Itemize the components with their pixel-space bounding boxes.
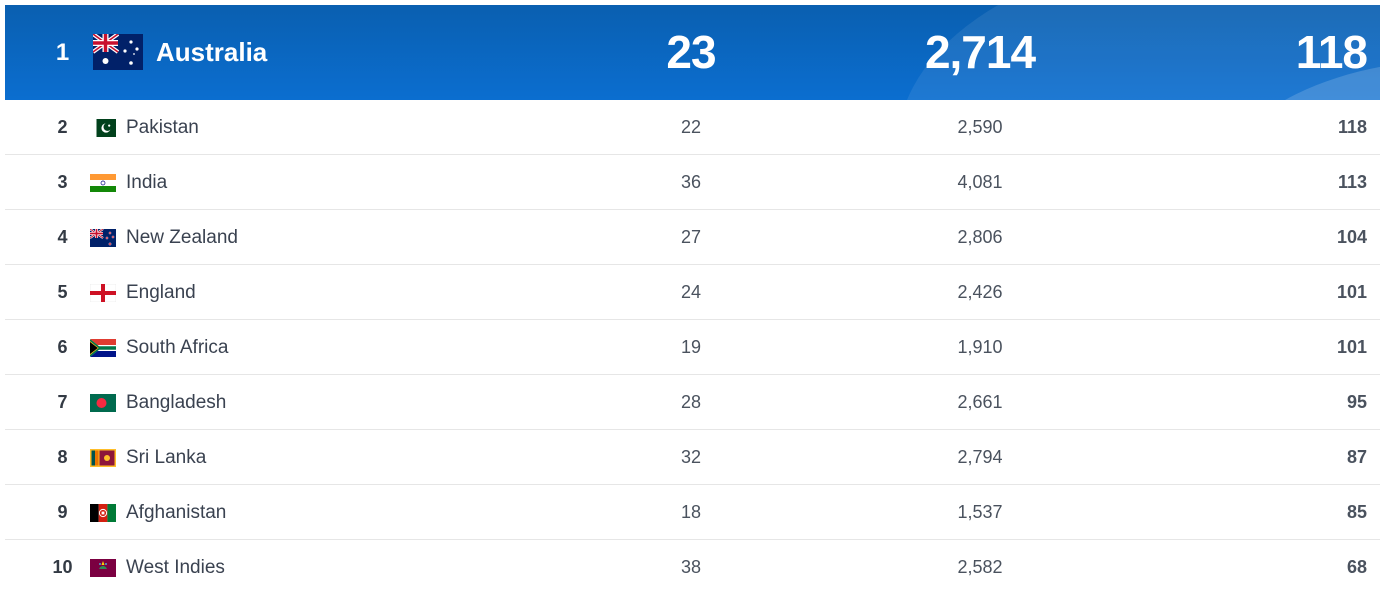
rank-position: 2 [57, 117, 68, 137]
matches-value: 23 [666, 26, 716, 78]
matches-value: 18 [680, 502, 702, 522]
rating-value: 118 [1295, 26, 1368, 78]
table-row[interactable]: 2 Pakistan 22 2,590 118 [5, 100, 1380, 155]
team-name[interactable]: West Indies [126, 557, 225, 578]
rating-value: 113 [1337, 172, 1367, 192]
table-row[interactable]: 8 Sri Lanka 32 2,794 87 [5, 430, 1380, 485]
pakistan-flag-icon [90, 119, 116, 137]
rating-value: 85 [1346, 502, 1367, 522]
rating-value: 95 [1346, 392, 1367, 412]
team-name[interactable]: India [126, 172, 168, 193]
rank-position: 7 [57, 392, 68, 412]
england-flag-icon [90, 284, 116, 302]
rank-position: 3 [57, 172, 68, 192]
matches-value: 24 [680, 282, 702, 302]
india-flag-icon [90, 174, 116, 192]
team-name[interactable]: Sri Lanka [126, 447, 207, 468]
rating-value: 101 [1336, 282, 1367, 302]
matches-value: 27 [680, 227, 702, 247]
table-row-top[interactable]: 1 Australia [5, 5, 1380, 100]
matches-value: 36 [680, 172, 702, 192]
points-value: 1,537 [957, 502, 1003, 522]
australia-flag-icon [93, 34, 143, 70]
team-name[interactable]: South Africa [126, 337, 229, 358]
team-name[interactable]: England [126, 282, 196, 303]
rank-position: 9 [57, 502, 68, 522]
matches-value: 22 [680, 117, 702, 137]
new-zealand-flag-icon [90, 229, 116, 247]
rating-value: 87 [1346, 447, 1367, 467]
matches-value: 19 [680, 337, 702, 357]
rank-position: 1 [55, 39, 70, 66]
table-row[interactable]: 4 New Zealand 27 2,806 104 [5, 210, 1380, 265]
team-name[interactable]: Australia [156, 37, 268, 67]
points-value: 2,794 [957, 447, 1003, 467]
bangladesh-flag-icon [90, 394, 116, 412]
matches-value: 38 [680, 557, 702, 577]
points-value: 2,714 [924, 26, 1036, 78]
points-value: 2,426 [957, 282, 1003, 302]
header-decoration [898, 5, 1380, 100]
table-row[interactable]: 5 England 24 2,426 101 [5, 265, 1380, 320]
matches-value: 32 [680, 447, 702, 467]
points-value: 1,910 [957, 337, 1003, 357]
west-indies-flag-icon [90, 559, 116, 577]
rank-position: 5 [57, 282, 68, 302]
matches-value: 28 [680, 392, 702, 412]
table-row[interactable]: 9 Afghanistan 18 1,537 85 [5, 485, 1380, 540]
rank-position: 6 [57, 337, 68, 357]
table-row[interactable]: 6 South Africa 19 1,910 101 [5, 320, 1380, 375]
team-name[interactable]: New Zealand [126, 227, 238, 248]
table-row[interactable]: 7 Bangladesh 28 2,661 95 [5, 375, 1380, 430]
table-row[interactable]: 3 India 36 4,081 113 [5, 155, 1380, 210]
points-value: 2,806 [957, 227, 1003, 247]
points-value: 2,582 [957, 557, 1003, 577]
rank-position: 10 [52, 557, 73, 577]
table-row[interactable]: 10 West Indies 38 2,582 68 [5, 540, 1380, 593]
team-name[interactable]: Afghanistan [126, 502, 227, 523]
sri-lanka-flag-icon [90, 449, 116, 467]
team-name[interactable]: Pakistan [126, 117, 199, 138]
rating-value: 118 [1337, 117, 1367, 137]
afghanistan-flag-icon [90, 504, 116, 522]
points-value: 4,081 [957, 172, 1003, 192]
rating-value: 68 [1346, 557, 1367, 577]
points-value: 2,590 [957, 117, 1003, 137]
rating-value: 101 [1336, 337, 1367, 357]
points-value: 2,661 [957, 392, 1003, 412]
rank-position: 8 [57, 447, 68, 467]
rank-position: 4 [57, 227, 68, 247]
south-africa-flag-icon [90, 339, 116, 357]
rankings-table: 1 Australia [5, 5, 1380, 593]
rating-value: 104 [1336, 227, 1367, 247]
team-name[interactable]: Bangladesh [126, 392, 227, 413]
